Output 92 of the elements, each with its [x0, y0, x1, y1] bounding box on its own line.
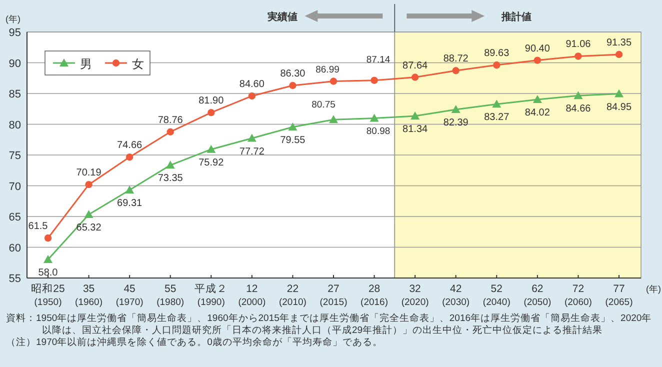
point — [330, 78, 338, 85]
point — [493, 61, 500, 69]
x-tick-label: 77 (2065) — [605, 283, 633, 308]
data-label: 61.5 — [28, 221, 48, 232]
point — [166, 160, 175, 169]
x-tick-label: 35 (1960) — [75, 283, 103, 308]
point — [370, 76, 378, 84]
text: 資料：1950年は厚生労働省「簡易生命表」、1960年から2015年までは厚生労働省「完全生命表」、2016年は厚生労働省「簡易生命表」、2020年以降は、国立社会保障・人口問題研究所「日本の将来推計人口（平成29年推計）」の出生中位・死亡中位仮定による推計結果 — [6, 313, 653, 337]
data-label: 82.39 — [443, 118, 469, 129]
point — [44, 234, 52, 242]
x-tick-label: 12 (2000) — [238, 283, 266, 308]
data-label: 87.14 — [366, 54, 390, 66]
point — [574, 52, 582, 60]
point — [492, 100, 502, 108]
data-label: 84.95 — [606, 102, 632, 113]
point — [370, 114, 379, 122]
point — [206, 144, 216, 153]
data-label: 88.72 — [443, 54, 469, 65]
y-tick-label: 70 — [8, 180, 21, 193]
y-tick-label: 85 — [8, 88, 21, 100]
point — [125, 185, 134, 194]
point — [166, 128, 174, 136]
point — [288, 122, 298, 131]
y-tick-label: 65 — [8, 212, 21, 224]
point — [451, 105, 460, 114]
data-label: 91.35 — [606, 37, 632, 48]
point — [85, 180, 92, 188]
point — [614, 89, 624, 98]
data-label: 81.90 — [198, 96, 224, 107]
x-tick-label: 52 (2040) — [482, 283, 510, 308]
point — [126, 153, 134, 161]
point — [208, 108, 215, 116]
data-label: 84.02 — [524, 108, 550, 119]
data-label: 89.63 — [484, 48, 510, 60]
point — [532, 95, 542, 104]
x-tick-label: 22 (2010) — [278, 283, 306, 308]
x-tick-label: 昭和25 (1950) — [31, 282, 65, 308]
y-tick-label: 55 — [8, 273, 21, 285]
point — [44, 255, 52, 264]
data-label: 70.19 — [76, 168, 102, 179]
x-tick-label: 平成２ (1990) — [194, 282, 228, 308]
y-tick-label: 75 — [8, 150, 21, 162]
text: （注）1970年以前は沖縄県を除く値である。0歳の平均余命が「平均寿命」である。 — [6, 337, 384, 349]
data-label: 90.40 — [524, 43, 550, 54]
data-label: 58.0 — [38, 268, 58, 279]
x-tick-label: 42 (2030) — [442, 283, 470, 308]
point — [289, 82, 296, 90]
x-tick-label: 72 (2060) — [564, 283, 592, 308]
data-label: 87.64 — [402, 60, 428, 72]
data-label: 75.92 — [198, 157, 224, 168]
band-label: 実績値 — [266, 11, 298, 23]
data-label: 65.32 — [76, 222, 102, 234]
x-tick-label: 62 (2050) — [524, 283, 552, 308]
data-label: 80.98 — [366, 126, 390, 138]
x-axis-title: (年) — [646, 284, 661, 294]
point — [574, 91, 583, 100]
point — [247, 134, 256, 142]
data-label: 79.55 — [280, 135, 306, 146]
x-tick-label: 28 (2016) — [360, 283, 388, 308]
data-label: 78.76 — [158, 114, 184, 126]
data-label: 73.35 — [158, 173, 184, 184]
point — [534, 56, 542, 64]
y-tick-label: 80 — [8, 119, 21, 132]
point — [84, 210, 94, 218]
point — [452, 67, 460, 74]
x-tick-label: 55 (1980) — [156, 283, 184, 308]
point — [410, 112, 420, 120]
band-label: 推計値 — [500, 11, 532, 23]
y-axis-title: (年) — [6, 14, 20, 24]
point — [411, 74, 419, 81]
x-tick-label: 45 (1970) — [116, 283, 144, 308]
data-label: 83.27 — [484, 112, 510, 124]
y-tick-label: 60 — [8, 242, 21, 254]
data-label: 80.75 — [312, 100, 336, 111]
legend-label: 女 — [132, 57, 144, 71]
point — [248, 92, 256, 100]
data-label: 74.66 — [117, 140, 143, 152]
data-label: 91.06 — [566, 39, 592, 50]
data-label: 69.31 — [117, 198, 143, 209]
data-label: 86.99 — [316, 64, 340, 76]
x-tick-label: 27 (2015) — [320, 283, 348, 308]
data-label: 84.66 — [566, 104, 592, 115]
x-tick-label: 32 (2020) — [401, 283, 429, 308]
data-label: 84.60 — [239, 78, 265, 90]
data-label: 81.34 — [402, 124, 428, 136]
y-tick-label: 90 — [8, 58, 21, 70]
data-label: 86.30 — [280, 68, 306, 80]
point — [329, 115, 338, 124]
data-label: 77.72 — [239, 146, 265, 158]
point — [615, 50, 623, 58]
y-tick-label: 95 — [8, 27, 21, 39]
legend-label: 男 — [80, 57, 92, 71]
